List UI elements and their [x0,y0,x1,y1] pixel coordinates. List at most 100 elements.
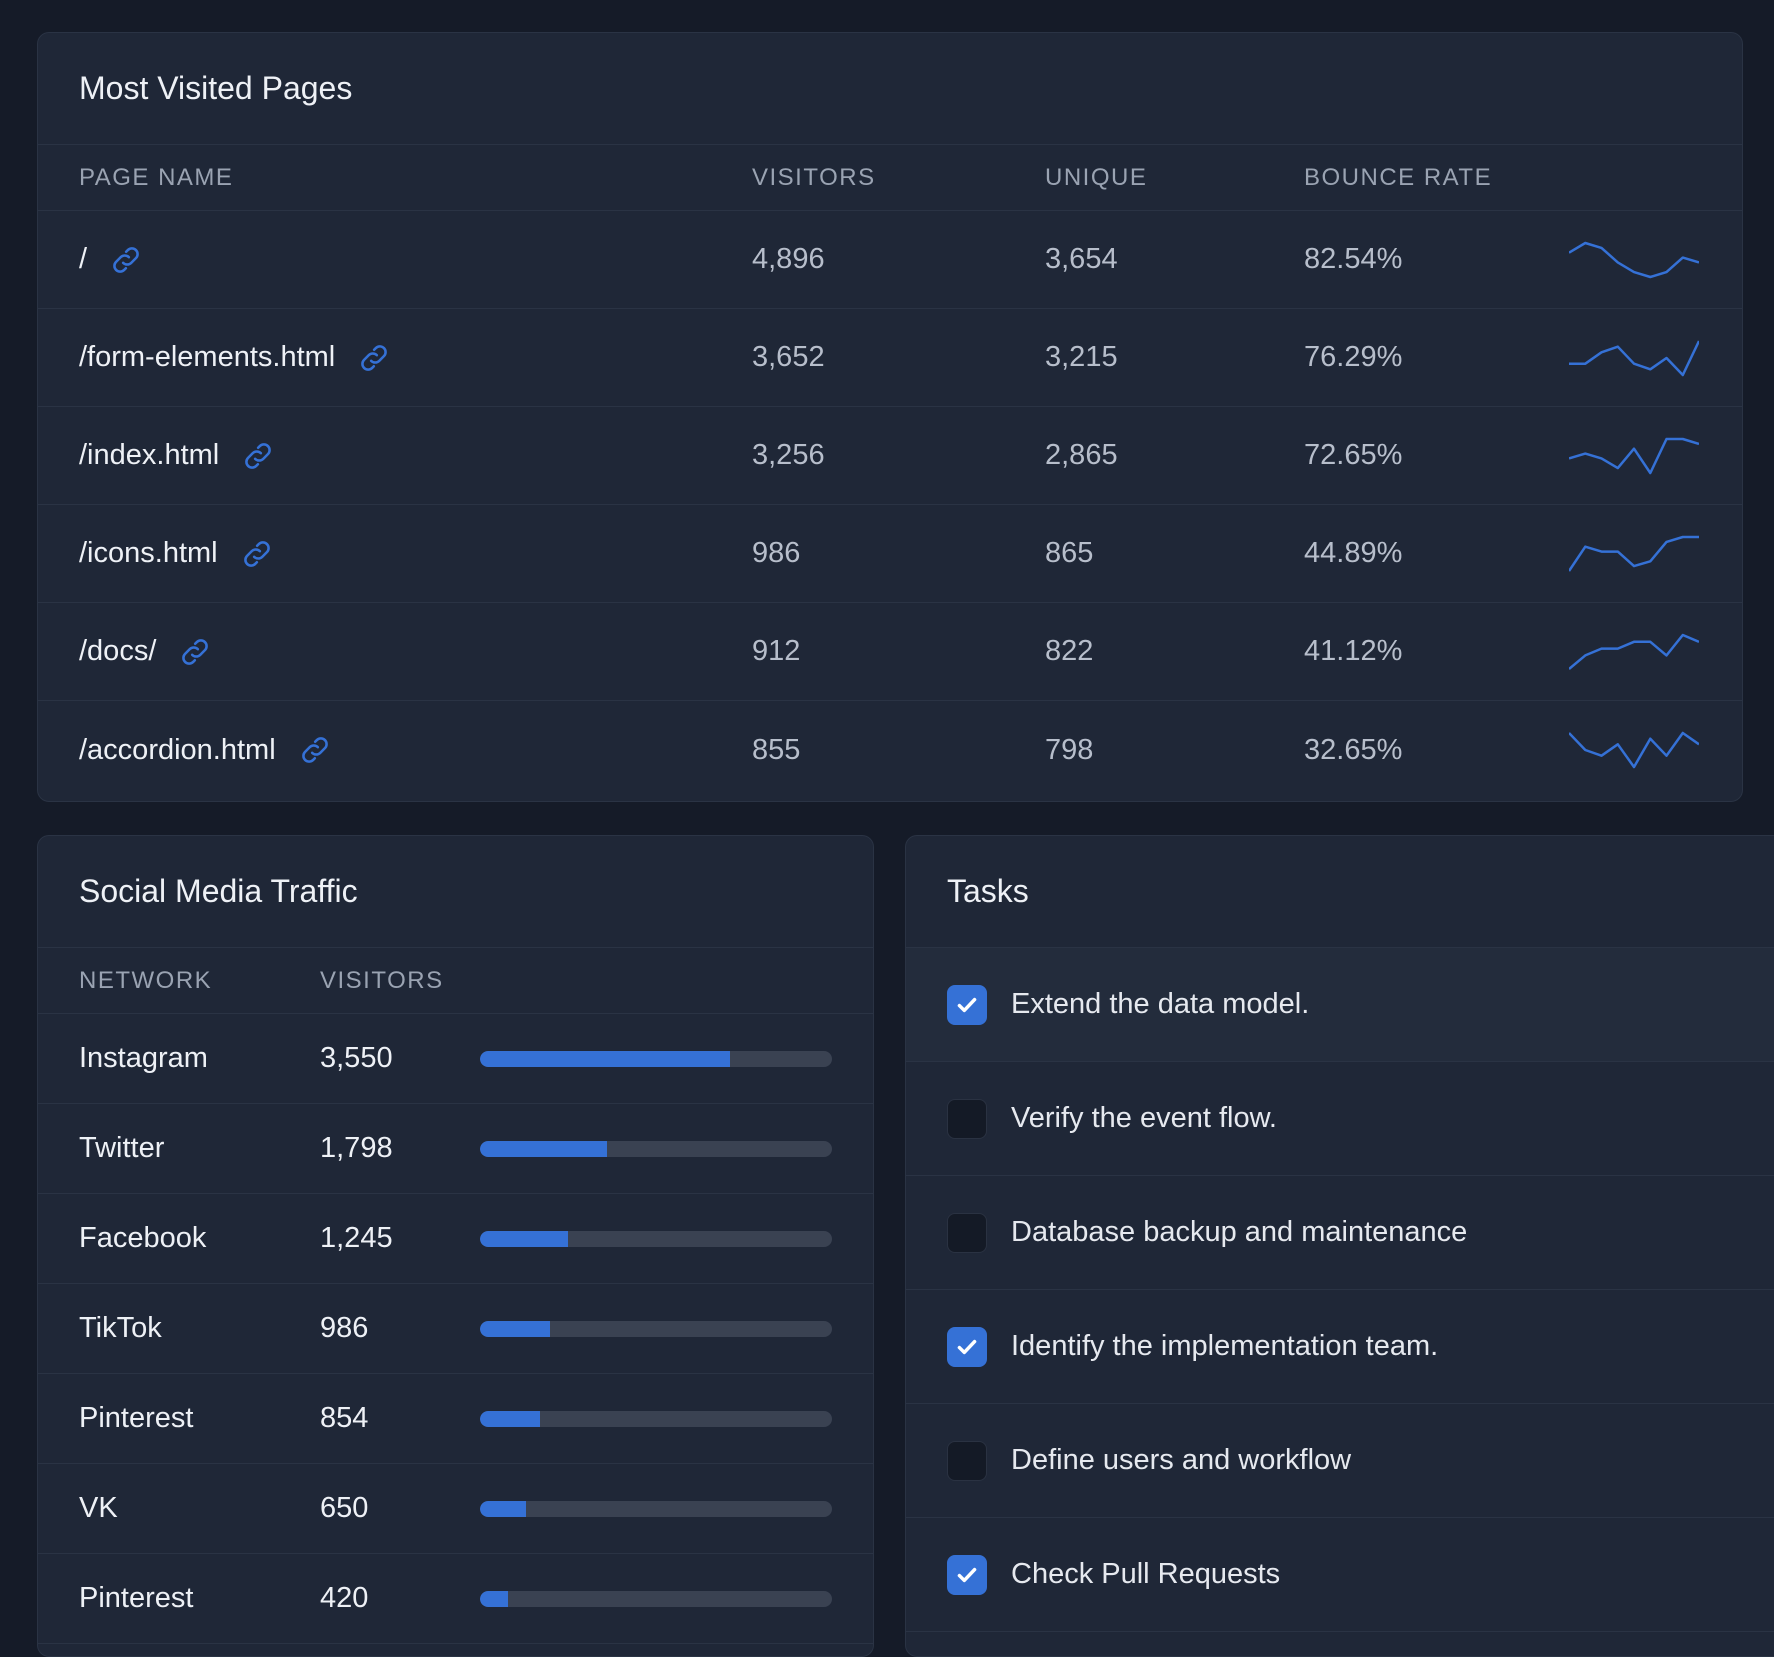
network-cell: Facebook [79,1222,207,1254]
unique-cell: 865 [1045,537,1094,569]
table-row: Pinterest 854 [38,1374,873,1464]
task-item: Verify the event flow. [906,1062,1774,1176]
social-visitors-cell: 650 [320,1492,369,1524]
progress-bar [480,1500,832,1517]
task-checkbox[interactable] [947,1326,987,1367]
table-row: /accordion.html 855 798 32.65% [38,701,1742,799]
page-name: /index.html [79,439,220,471]
sparkline-line [1569,241,1699,278]
table-row: /docs/912 822 41.12% [38,603,1742,701]
progress-bar [480,1590,832,1607]
visitors-cell: 3,256 [752,439,825,471]
task-checkbox[interactable] [947,1554,987,1595]
progress-bar-fill [480,1140,607,1157]
task-item: Check Pull Requests [906,1518,1774,1632]
table-row: /form-elements.html 3,652 3,215 76.29% [38,309,1742,407]
unique-cell: 3,654 [1045,243,1118,275]
page-name: /icons.html [79,537,218,569]
link-icon[interactable] [298,733,332,767]
check-icon [957,1567,977,1582]
progress-bar [480,1050,832,1067]
task-checkbox[interactable] [947,1440,987,1481]
col-network: NETWORK [79,966,213,994]
task-label: Check Pull Requests [1011,1558,1281,1590]
link-icon[interactable] [109,243,143,277]
sparkline-svg [1569,241,1699,278]
progress-bar-fill [480,1590,509,1607]
trend-sparkline [1569,505,1699,602]
trend-sparkline [1569,309,1699,406]
most-visited-pages-title: Most Visited Pages [38,33,1742,145]
social-visitors-cell: 1,798 [320,1132,393,1164]
sparkline-line [1569,731,1699,769]
task-label: Identify the implementation team. [1011,1330,1439,1362]
page-name-cell: /accordion.html [79,701,332,799]
task-label: Verify the event flow. [1011,1102,1277,1134]
trend-sparkline [1569,211,1699,308]
page-name-cell: / [79,211,143,308]
tasks-list: Extend the data model. Verify the event f… [906,948,1774,1632]
table-row: /icons.html 986 865 44.89% [38,505,1742,603]
page-name-cell: /index.html [79,407,275,504]
visitors-cell: 912 [752,635,801,667]
table-row: / 4,896 3,654 82.54% [38,211,1742,309]
check-icon [957,997,977,1012]
network-cell: Pinterest [79,1402,194,1434]
page-name: /docs/ [79,635,157,667]
col-social-visitors: VISITORS [320,966,444,994]
task-item: Define users and workflow [906,1404,1774,1518]
unique-cell: 822 [1045,635,1094,667]
progress-bar-fill [480,1500,526,1517]
trend-sparkline [1569,407,1699,504]
sparkline-line [1569,633,1699,670]
network-cell: Instagram [79,1042,208,1074]
unique-cell: 2,865 [1045,439,1118,471]
link-icon[interactable] [240,537,274,571]
progress-bar-fill [480,1320,551,1337]
tasks-card: Tasks Extend the data model. Verify the e… [905,835,1774,1657]
visitors-cell: 986 [752,537,801,569]
sparkline-line [1569,535,1699,572]
task-checkbox[interactable] [947,1098,987,1139]
link-icon[interactable] [241,439,275,473]
most-visited-pages-card: Most Visited Pages PAGE NAME VISITORS UN… [37,32,1743,802]
table-row: VK 650 [38,1464,873,1554]
sparkline-svg [1569,339,1699,376]
social-table-body: Instagram 3,550 Twitter 1,798 Facebook 1,245 T… [38,1014,873,1644]
link-icon[interactable] [357,341,391,375]
trend-sparkline [1569,603,1699,700]
task-item: Identify the implementation team. [906,1290,1774,1404]
unique-cell: 3,215 [1045,341,1118,373]
page-name-cell: /icons.html [79,505,274,602]
bounce-rate-cell: 72.65% [1304,439,1403,471]
task-label: Database backup and maintenance [1011,1216,1468,1248]
link-icon[interactable] [178,635,212,669]
trend-sparkline [1569,701,1699,799]
progress-bar [480,1320,832,1337]
tasks-title: Tasks [906,836,1774,948]
unique-cell: 798 [1045,733,1094,766]
social-visitors-cell: 420 [320,1582,369,1614]
page-name-cell: /form-elements.html [79,309,391,406]
bounce-rate-cell: 82.54% [1304,243,1403,275]
bounce-rate-cell: 41.12% [1304,635,1403,667]
network-cell: Pinterest [79,1582,194,1614]
task-checkbox[interactable] [947,984,987,1025]
social-visitors-cell: 3,550 [320,1042,393,1074]
table-row: Twitter 1,798 [38,1104,873,1194]
task-checkbox[interactable] [947,1212,987,1253]
visitors-cell: 4,896 [752,243,825,275]
col-page-name: PAGE NAME [79,163,234,191]
sparkline-svg [1569,437,1699,474]
table-row: /index.html 3,256 2,865 72.65% [38,407,1742,505]
social-table-header: NETWORK VISITORS [38,948,873,1014]
progress-bar-fill [480,1050,730,1067]
page-name: /form-elements.html [79,341,336,373]
progress-bar [480,1140,832,1157]
bounce-rate-cell: 76.29% [1304,341,1403,373]
visitors-cell: 3,652 [752,341,825,373]
col-bounce-rate: BOUNCE RATE [1304,163,1493,191]
table-row: Facebook 1,245 [38,1194,873,1284]
col-unique: UNIQUE [1045,163,1148,191]
task-label: Extend the data model. [1011,988,1310,1020]
